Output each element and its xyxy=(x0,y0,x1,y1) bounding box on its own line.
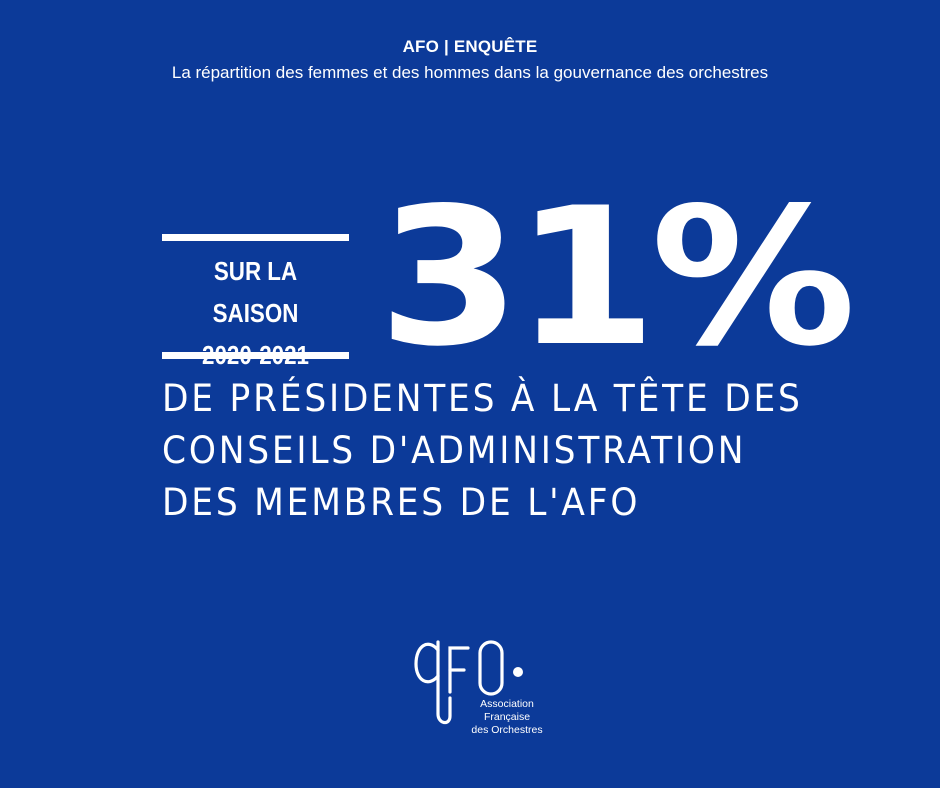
afo-logo-mark xyxy=(414,640,523,725)
bottom-divider xyxy=(162,352,349,359)
statement-line-2: CONSEILS D'ADMINISTRATION xyxy=(162,429,747,472)
top-divider xyxy=(162,234,349,241)
logo-caption-line-2: Française xyxy=(483,711,531,723)
logo-caption-line-1: Association xyxy=(480,698,534,710)
logo-caption: Association Française des Orchestres xyxy=(462,698,552,737)
statement: DE PRÉSIDENTES À LA TÊTE DES CONSEILS D'… xyxy=(162,373,842,529)
afo-logo: Association Française des Orchestres xyxy=(410,628,550,758)
logo-caption-line-3: des Orchestres xyxy=(471,724,543,736)
header-title: AFO | ENQUÊTE xyxy=(402,37,538,56)
header-subtitle: La répartition des femmes et des hommes … xyxy=(171,63,769,82)
statement-line-3: DES MEMBRES DE L'AFO xyxy=(162,481,641,524)
header: AFO | ENQUÊTE La répartition des femmes … xyxy=(0,36,940,84)
statement-line-1: DE PRÉSIDENTES À LA TÊTE DES xyxy=(162,377,803,420)
season-line-1: SUR LA SAISON xyxy=(212,256,299,328)
percentage-figure: 31% xyxy=(378,167,856,388)
